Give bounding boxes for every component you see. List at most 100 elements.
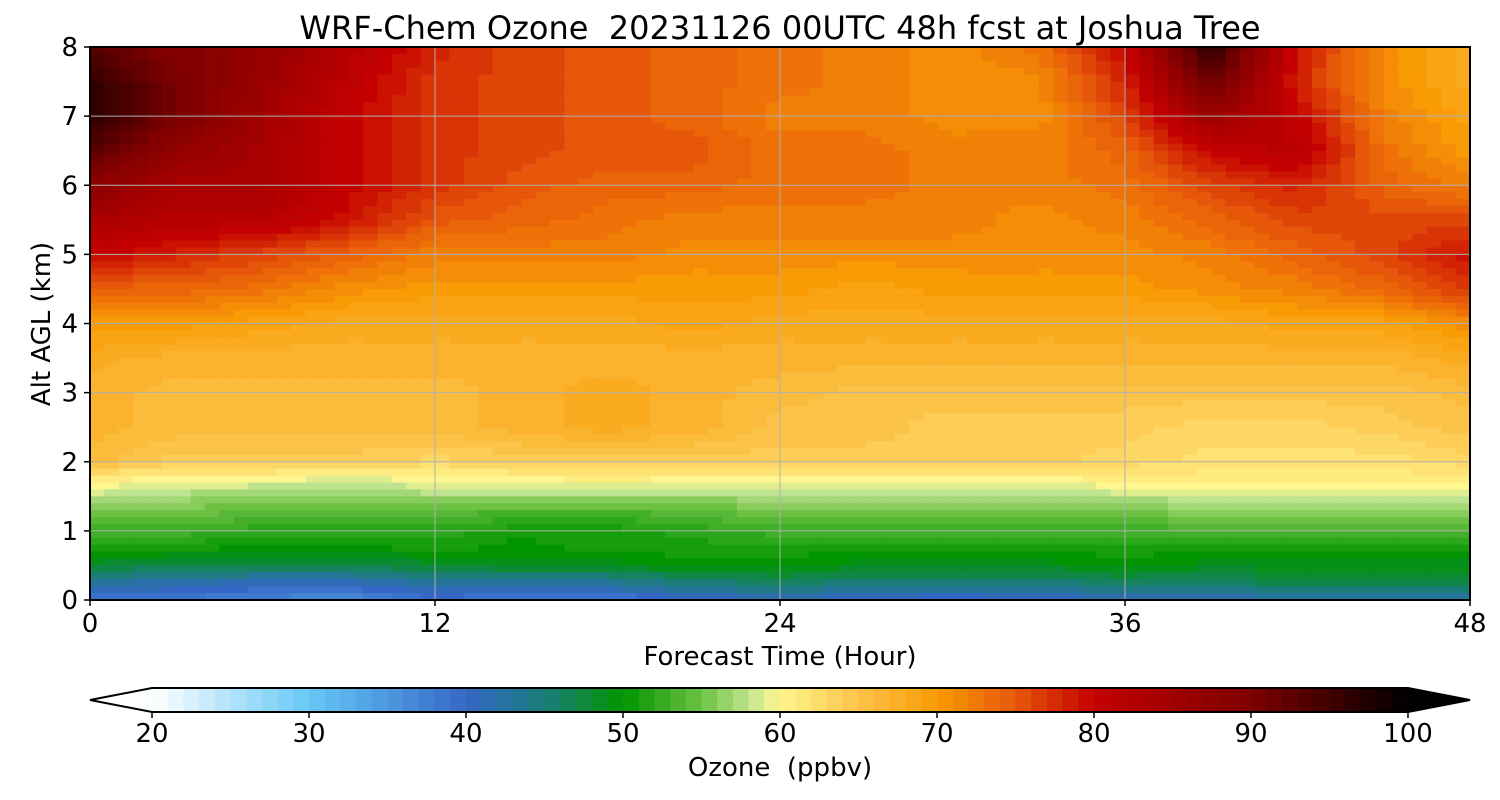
heatmap-cell bbox=[535, 178, 551, 186]
heatmap-cell bbox=[104, 123, 120, 131]
heatmap-cell bbox=[391, 351, 407, 359]
heatmap-cell bbox=[1240, 95, 1255, 103]
heatmap-cell bbox=[938, 282, 954, 290]
heatmap-cell bbox=[305, 136, 321, 145]
heatmap-cell bbox=[190, 219, 206, 228]
heatmap-cell bbox=[377, 219, 393, 228]
heatmap-cell bbox=[765, 316, 781, 325]
heatmap-cell bbox=[463, 192, 479, 200]
heatmap-cell bbox=[1211, 95, 1227, 103]
heatmap-cell bbox=[1024, 254, 1040, 262]
heatmap-cell bbox=[118, 392, 134, 401]
heatmap-cell bbox=[406, 261, 422, 269]
heatmap-cell bbox=[1398, 150, 1414, 159]
heatmap-cell bbox=[1383, 116, 1399, 124]
heatmap-cell bbox=[1369, 67, 1385, 76]
heatmap-cell bbox=[578, 399, 594, 408]
heatmap-cell bbox=[823, 192, 839, 200]
heatmap-cell bbox=[377, 109, 393, 117]
heatmap-cell bbox=[1426, 371, 1442, 380]
heatmap-cell bbox=[521, 88, 537, 96]
heatmap-cell bbox=[276, 392, 292, 401]
heatmap-cell bbox=[133, 254, 149, 262]
heatmap-cell bbox=[1110, 226, 1126, 235]
heatmap-cell bbox=[966, 212, 982, 221]
heatmap-cell bbox=[233, 330, 249, 338]
heatmap-cell bbox=[851, 399, 867, 408]
heatmap-cell bbox=[866, 385, 882, 394]
heatmap-cell bbox=[1412, 219, 1428, 228]
heatmap-cell bbox=[391, 337, 407, 345]
heatmap-cell bbox=[938, 185, 954, 193]
heatmap-cell bbox=[736, 261, 752, 269]
heatmap-cell bbox=[1211, 330, 1227, 338]
heatmap-cell bbox=[1355, 378, 1370, 387]
heatmap-cell bbox=[550, 378, 565, 387]
heatmap-cell bbox=[1139, 136, 1155, 145]
heatmap-cell bbox=[104, 136, 120, 145]
heatmap-cell bbox=[334, 233, 350, 242]
heatmap-cell bbox=[320, 358, 335, 366]
heatmap-cell bbox=[1355, 337, 1370, 345]
heatmap-cell bbox=[823, 164, 839, 173]
heatmap-cell bbox=[621, 60, 637, 69]
heatmap-cell bbox=[823, 392, 839, 401]
heatmap-cell bbox=[780, 364, 795, 373]
heatmap-cell bbox=[1297, 171, 1313, 179]
heatmap-cell bbox=[1125, 282, 1140, 290]
heatmap-cell bbox=[463, 364, 479, 373]
heatmap-cell bbox=[1297, 254, 1313, 262]
heatmap-cell bbox=[765, 330, 781, 338]
heatmap-cell bbox=[219, 53, 235, 62]
heatmap-cell bbox=[521, 171, 537, 179]
heatmap-cell bbox=[837, 47, 853, 55]
heatmap-cell bbox=[952, 199, 968, 207]
heatmap-cell bbox=[1398, 233, 1414, 242]
heatmap-cell bbox=[334, 212, 350, 221]
heatmap-cell bbox=[780, 330, 795, 338]
heatmap-cell bbox=[506, 364, 522, 373]
heatmap-cell bbox=[1067, 337, 1083, 345]
heatmap-cell bbox=[435, 309, 450, 318]
heatmap-cell bbox=[736, 295, 752, 304]
heatmap-cell bbox=[837, 81, 853, 90]
heatmap-cell bbox=[780, 351, 795, 359]
heatmap-cell bbox=[765, 392, 781, 401]
heatmap-cell bbox=[1297, 150, 1313, 159]
heatmap-cell bbox=[722, 282, 738, 290]
heatmap-cell bbox=[952, 337, 968, 345]
heatmap-cell bbox=[1196, 185, 1212, 193]
heatmap-cell bbox=[1355, 192, 1370, 200]
heatmap-cell bbox=[463, 136, 479, 145]
heatmap-cell bbox=[794, 288, 810, 297]
heatmap-cell bbox=[751, 351, 767, 359]
heatmap-cell bbox=[866, 309, 882, 318]
heatmap-cell bbox=[391, 358, 407, 366]
heatmap-cell bbox=[1441, 136, 1457, 145]
heatmap-cell bbox=[449, 275, 465, 283]
heatmap-cell bbox=[492, 178, 508, 186]
heatmap-cell bbox=[334, 247, 350, 255]
heatmap-cell bbox=[1053, 316, 1069, 325]
heatmap-cell bbox=[1369, 116, 1385, 124]
heatmap-cell bbox=[449, 164, 465, 173]
heatmap-cell bbox=[1268, 212, 1284, 221]
heatmap-cell bbox=[1254, 164, 1270, 173]
heatmap-cell bbox=[1311, 95, 1327, 103]
heatmap-cell bbox=[650, 171, 666, 179]
heatmap-cell bbox=[923, 330, 939, 338]
heatmap-cell bbox=[420, 309, 436, 318]
heatmap-cell bbox=[1441, 330, 1457, 338]
heatmap-cell bbox=[607, 233, 623, 242]
heatmap-cell bbox=[406, 282, 422, 290]
heatmap-cell bbox=[1139, 261, 1155, 269]
heatmap-cell bbox=[1053, 74, 1069, 83]
heatmap-cell bbox=[276, 53, 292, 62]
heatmap-cell bbox=[262, 150, 278, 159]
heatmap-cell bbox=[765, 295, 781, 304]
heatmap-cell bbox=[593, 74, 609, 83]
heatmap-cell bbox=[550, 254, 565, 262]
heatmap-cell bbox=[1297, 67, 1313, 76]
heatmap-cell bbox=[1168, 95, 1184, 103]
heatmap-cell bbox=[1240, 323, 1255, 332]
